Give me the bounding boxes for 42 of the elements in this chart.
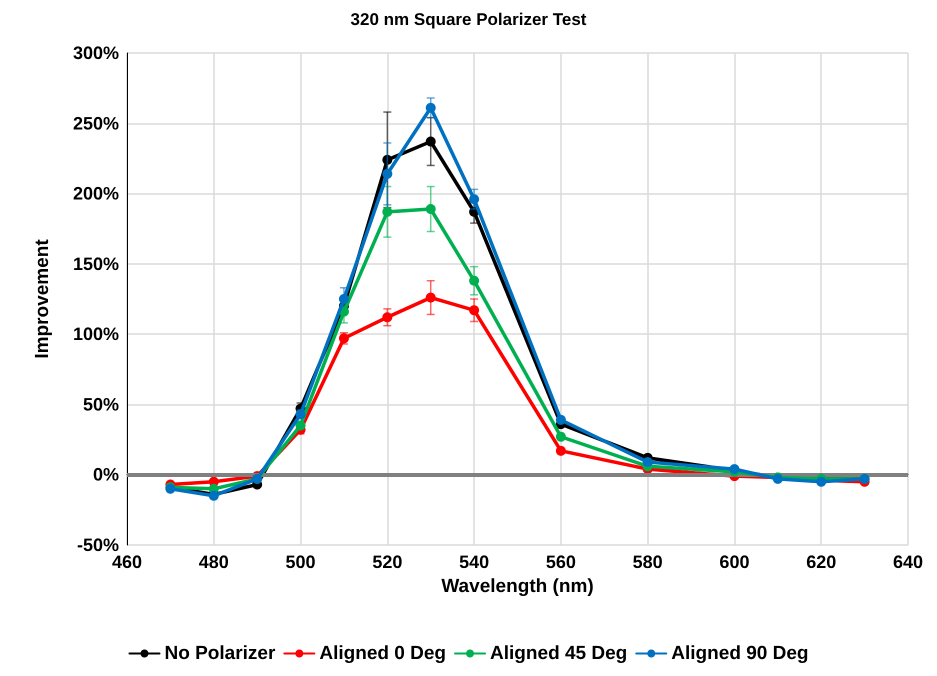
- y-axis-title: Improvement: [32, 238, 53, 359]
- x-tick-label: 600: [719, 552, 750, 572]
- point: [382, 206, 392, 217]
- point: [338, 294, 349, 304]
- point: [642, 457, 653, 468]
- point: [296, 420, 306, 431]
- point: [426, 292, 436, 303]
- x-tick-label: 500: [286, 552, 316, 572]
- x-tick-label: 460: [112, 552, 142, 572]
- point: [382, 312, 392, 322]
- y-tick-label: 50%: [82, 394, 119, 414]
- x-tick-label: 480: [198, 552, 229, 572]
- y-tick-label: 250%: [72, 113, 119, 134]
- y-tick-label: 300%: [72, 43, 119, 63]
- point: [556, 432, 566, 442]
- point: [556, 446, 566, 456]
- point: [556, 414, 566, 425]
- point: [426, 204, 436, 214]
- x-tick-label: 560: [546, 552, 576, 572]
- x-axis-title: Wavelength (nm): [441, 576, 594, 597]
- x-tick-label: 580: [632, 552, 663, 572]
- chart-title: 320 nm Square Polarizer Test: [350, 10, 587, 29]
- point: [382, 168, 392, 179]
- point: [469, 194, 480, 204]
- point: [469, 276, 480, 286]
- legend-label: Aligned 45 Deg: [490, 643, 628, 664]
- x-tick-label: 640: [892, 552, 924, 572]
- point: [426, 102, 436, 113]
- x-tick-label: 540: [459, 552, 490, 572]
- x-tick-label: 520: [372, 552, 402, 572]
- y-tick-label: 100%: [72, 324, 119, 344]
- y-tick-label: -50%: [76, 535, 119, 555]
- legend-label: No Polarizer: [164, 643, 276, 664]
- point: [382, 154, 392, 165]
- point: [469, 305, 480, 316]
- y-tick-label: 150%: [72, 254, 119, 274]
- legend-label: Aligned 90 Deg: [671, 643, 809, 664]
- point: [426, 136, 436, 147]
- y-tick-label: 200%: [72, 184, 119, 204]
- x-tick-label: 620: [806, 552, 836, 572]
- legend-label: Aligned 0 Deg: [319, 643, 446, 664]
- y-tick-label: 0%: [92, 464, 119, 485]
